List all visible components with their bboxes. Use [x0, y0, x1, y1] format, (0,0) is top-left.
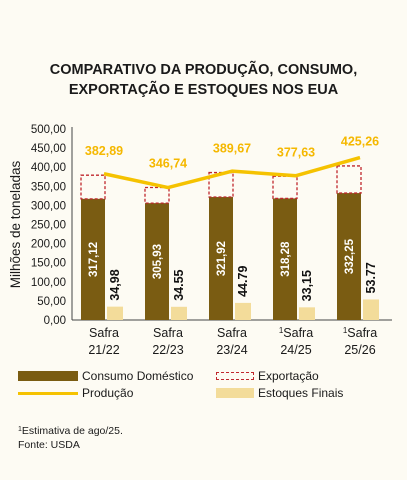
consumo-value-label: 321,92: [216, 241, 228, 276]
consumo-bar: [145, 203, 169, 320]
producao-value-label: 346,74: [149, 156, 187, 170]
legend-swatch-estoques: [216, 388, 254, 398]
estoques-bar: [107, 306, 123, 320]
chart-title: COMPARATIVO DA PRODUÇÃO, CONSUMO, EXPORT…: [0, 60, 407, 100]
consumo-value-label: 305,93: [152, 244, 164, 279]
legend-label-estoques: Estoques Finais: [258, 386, 344, 400]
estoques-bar: [171, 306, 187, 320]
y-tick-label: 250,00: [31, 220, 66, 232]
legend-estoques: Estoques Finais: [216, 386, 343, 400]
y-tick-label: 200,00: [31, 239, 66, 251]
x-tick-label-line2: 21/22: [88, 343, 119, 357]
estoques-bar: [363, 299, 379, 320]
footnote: 1Estimativa de ago/25.: [18, 424, 123, 438]
estoques-value-label: 44.79: [236, 266, 250, 297]
chart-title-line-2: EXPORTAÇÃO E ESTOQUES NOS EUA: [68, 82, 339, 98]
x-tick-text: Safra: [347, 326, 377, 340]
x-tick-label-line1: Safra: [217, 326, 247, 340]
y-axis-label: Milhões de toneladas: [8, 160, 23, 288]
x-tick-sup: 1: [279, 326, 284, 335]
y-tick-label: 50,00: [37, 296, 66, 308]
y-tick-label: 400,00: [31, 162, 66, 174]
producao-value-label: 382,89: [85, 144, 123, 158]
x-tick-label-line2: 24/25: [280, 343, 311, 357]
y-tick-label: 450,00: [31, 143, 66, 155]
legend-label-consumo: Consumo Doméstico: [82, 369, 194, 383]
y-tick-label: 300,00: [31, 200, 66, 212]
x-tick-label-line2: 25/26: [344, 343, 375, 357]
legend-label-exportacao: Exportação: [258, 369, 319, 383]
consumo-bar: [337, 193, 361, 320]
estoques-bar: [235, 302, 251, 320]
legend-producao: Produção: [18, 386, 133, 400]
consumo-value-label: 332,25: [344, 238, 356, 274]
producao-value-label: 377,63: [277, 145, 315, 159]
legend-exportacao: Exportação: [216, 369, 319, 383]
y-tick-label: 500,00: [31, 124, 66, 136]
consumo-bar: [209, 197, 233, 320]
estoques-value-label: 33,15: [300, 270, 314, 301]
estoques-value-label: 34.55: [172, 269, 186, 300]
legend-swatch-exportacao: [216, 372, 254, 380]
exportacao-box: [80, 174, 106, 200]
producao-value-label: 425,26: [341, 135, 379, 149]
x-tick-label-line2: 23/24: [216, 343, 247, 357]
legend-swatch-producao: [18, 391, 78, 395]
x-tick-label-line1: 1Safra: [279, 326, 313, 340]
producao-line: [103, 155, 361, 190]
estoques-value-label: 53.77: [364, 262, 378, 293]
legend-label-producao: Produção: [82, 386, 134, 400]
source-note: Fonte: USDA: [18, 439, 80, 451]
footnote-text: Estimativa de ago/25.: [21, 425, 123, 437]
chart: Milhões de toneladas 0,00 50,00 100,00 150,0…: [8, 124, 392, 357]
footnotes: 1Estimativa de ago/25. Fonte: USDA: [18, 424, 123, 452]
footnote-mark: 1: [18, 426, 22, 433]
exportacao-box: [144, 186, 170, 204]
y-tick-label: 350,00: [31, 181, 66, 193]
consumo-bar: [81, 198, 105, 320]
estoques-value-label: 34,98: [108, 269, 122, 300]
y-tick-label: 0,00: [44, 315, 66, 327]
estoques-bar: [299, 307, 315, 320]
legend-swatch-consumo: [18, 371, 78, 381]
exportacao-box: [336, 165, 362, 194]
x-tick-label-line1: Safra: [153, 326, 183, 340]
y-tick-label: 100,00: [31, 277, 66, 289]
producao-value-label: 389,67: [213, 142, 251, 156]
consumo-bar: [273, 198, 297, 320]
chart-title-line-1: COMPARATIVO DA PRODUÇÃO, CONSUMO,: [49, 62, 358, 78]
x-tick-label-line1: Safra: [89, 326, 119, 340]
x-tick-text: Safra: [283, 326, 313, 340]
x-tick-sup: 1: [343, 326, 348, 335]
legend-consumo: Consumo Doméstico: [18, 369, 193, 383]
consumo-value-label: 318,28: [280, 241, 292, 277]
x-tick-label-line2: 22/23: [152, 343, 183, 357]
x-tick-label-line1: 1Safra: [343, 326, 377, 340]
y-tick-label: 150,00: [31, 258, 66, 270]
exportacao-box: [272, 175, 298, 200]
consumo-value-label: 317,12: [88, 242, 100, 277]
